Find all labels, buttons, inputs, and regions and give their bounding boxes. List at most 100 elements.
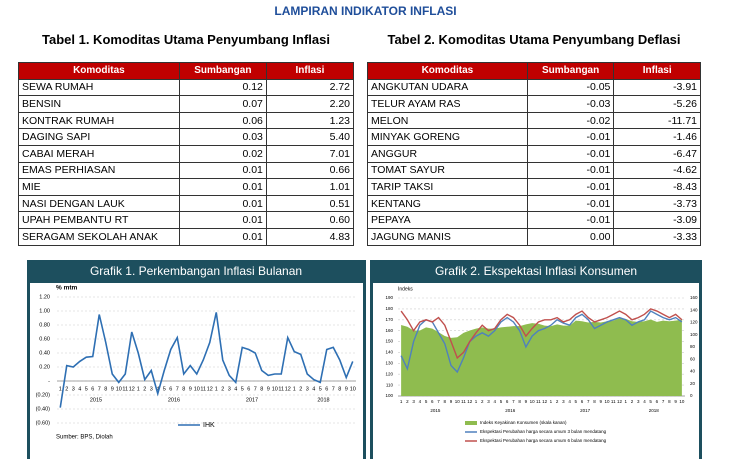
row: JAGUNG MANIS 0.00 -3.33 xyxy=(367,227,701,246)
row: EMAS PERHIASAN 0.01 0.66 xyxy=(18,161,355,180)
cell: -0.01 xyxy=(526,128,615,146)
y-tick-label: 100 xyxy=(385,393,393,398)
x-tick-label: 2 xyxy=(65,386,68,392)
cell: KONTRAK RUMAH xyxy=(18,111,180,130)
x-tick-label: 5 xyxy=(241,386,244,392)
legend-swatch xyxy=(465,421,477,425)
x-tick-label: 6 xyxy=(91,386,94,392)
legend-label: Ekspektasi Perubahan harga secara umum 6… xyxy=(480,438,607,443)
x-tick-label: 1 xyxy=(215,386,218,392)
x-group-label: 2015 xyxy=(90,397,102,403)
x-tick-label: 2 xyxy=(556,399,559,404)
x-tick-label: 1 xyxy=(137,386,140,392)
x-tick-label: 10 xyxy=(116,386,122,392)
table-title: Tabel 2. Komoditas Utama Penyumbang Defl… xyxy=(387,32,681,47)
x-tick-label: 7 xyxy=(176,386,179,392)
x-tick-label: 9 xyxy=(267,386,270,392)
x-tick-label: 7 xyxy=(254,386,257,392)
x-tick-label: 6 xyxy=(581,399,584,404)
y-tick-label: 0.20 xyxy=(39,364,50,370)
x-tick-label: 9 xyxy=(674,399,677,404)
y-tick-label: 1.00 xyxy=(39,308,50,314)
x-tick-label: 1 xyxy=(293,386,296,392)
y-tick-label: 130 xyxy=(385,361,393,366)
x-tick-label: 2 xyxy=(299,386,302,392)
x-tick-label: 11 xyxy=(122,386,128,392)
row: ANGGUR -0.01 -6.47 xyxy=(367,144,701,163)
chart-title: Grafik 2. Ekspektasi Inflasi Konsumen xyxy=(435,264,637,278)
line xyxy=(59,312,354,408)
y-tick-label: 150 xyxy=(385,339,393,344)
x-tick-label: 12 xyxy=(467,399,473,404)
x-tick-label: 7 xyxy=(662,399,665,404)
cell: SEWA RUMAH xyxy=(18,78,180,97)
chart-title: Grafik 1. Perkembangan Inflasi Bulanan xyxy=(90,264,302,278)
x-group-label: 2017 xyxy=(580,408,591,413)
x-group-label: 2015 xyxy=(430,408,441,413)
x-tick-label: 4 xyxy=(156,386,159,392)
x-tick-label: 11 xyxy=(611,399,616,404)
source: Sumber: BPS, Diolah xyxy=(56,435,113,441)
cell: MELON xyxy=(367,111,528,130)
x-tick-label: 9 xyxy=(345,386,348,392)
y-tick-label: 120 xyxy=(385,371,393,376)
line xyxy=(400,310,683,374)
x-tick-label: 5 xyxy=(649,399,652,404)
x-tick-label: 12 xyxy=(129,386,135,392)
y-tick-label: 110 xyxy=(386,382,394,387)
y-tick-label: 140 xyxy=(385,350,393,355)
cell: NASI DENGAN LAUK xyxy=(18,194,180,213)
x-tick-label: 8 xyxy=(518,399,521,404)
x-tick-label: 11 xyxy=(461,399,466,404)
plot-bg xyxy=(30,283,363,459)
x-tick-label: 6 xyxy=(431,399,434,404)
x-tick-label: 3 xyxy=(637,399,640,404)
page-title: LAMPIRAN INDIKATOR INFLASI xyxy=(274,4,457,18)
cell: 2.20 xyxy=(265,95,355,113)
x-tick-label: 2 xyxy=(631,399,634,404)
x-tick-label: 9 xyxy=(525,399,528,404)
x-tick-label: 11 xyxy=(200,386,206,392)
x-tick-label: 3 xyxy=(487,399,490,404)
row: KENTANG -0.01 -3.73 xyxy=(367,194,701,213)
y-tick-label: 180 xyxy=(385,306,393,311)
x-group-label: 2018 xyxy=(649,408,660,413)
y2-tick-label: 140 xyxy=(690,307,698,312)
x-tick-label: 5 xyxy=(500,399,503,404)
x-tick-label: 10 xyxy=(194,386,200,392)
x-tick-label: 1 xyxy=(400,399,403,404)
x-tick-label: 1 xyxy=(475,399,478,404)
x-tick-label: 4 xyxy=(493,399,496,404)
x-group-label: 2017 xyxy=(246,397,258,403)
x-tick-label: 8 xyxy=(444,399,447,404)
x-tick-label: 6 xyxy=(247,386,250,392)
x-group-label: 2016 xyxy=(168,397,180,403)
x-tick-label: 10 xyxy=(455,399,461,404)
row: SERAGAM SEKOLAH ANAK 0.01 4.83 xyxy=(18,227,355,246)
x-tick-label: 12 xyxy=(207,386,213,392)
x-tick-label: 10 xyxy=(679,399,685,404)
cell: -0.03 xyxy=(526,95,615,113)
y-tick-label: - xyxy=(48,378,50,384)
x-tick-label: 10 xyxy=(530,399,536,404)
column-header: Inflasi xyxy=(613,62,701,80)
x-tick-label: 3 xyxy=(150,386,153,392)
y2-tick-label: 40 xyxy=(690,369,696,374)
y-axis-label: Indeks xyxy=(398,286,413,292)
cell: 0.00 xyxy=(526,227,615,246)
x-tick-label: 6 xyxy=(656,399,659,404)
cell: 4.83 xyxy=(265,227,355,246)
row: BENSIN 0.07 2.20 xyxy=(18,95,355,113)
x-tick-label: 1 xyxy=(624,399,627,404)
x-tick-label: 5 xyxy=(319,386,322,392)
y2-tick-label: 80 xyxy=(690,344,696,349)
y2-tick-label: 0 xyxy=(690,393,693,398)
cell: KENTANG xyxy=(367,194,528,213)
y-tick-label: (0.20) xyxy=(36,392,51,398)
x-tick-label: 7 xyxy=(332,386,335,392)
row: MINYAK GORENG -0.01 -1.46 xyxy=(367,128,701,146)
x-tick-label: 8 xyxy=(338,386,341,392)
x-tick-label: 5 xyxy=(575,399,578,404)
